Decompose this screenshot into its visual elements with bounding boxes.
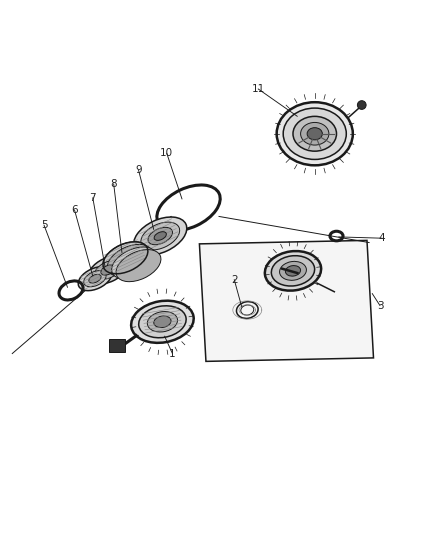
Ellipse shape xyxy=(286,265,300,276)
Text: 4: 4 xyxy=(379,233,385,243)
Text: 1: 1 xyxy=(169,349,176,359)
Ellipse shape xyxy=(307,128,322,140)
Ellipse shape xyxy=(300,123,329,145)
Ellipse shape xyxy=(279,261,307,280)
Ellipse shape xyxy=(103,242,148,274)
Ellipse shape xyxy=(154,316,171,328)
Text: 9: 9 xyxy=(135,165,142,175)
Ellipse shape xyxy=(89,274,101,283)
Ellipse shape xyxy=(283,108,346,159)
Text: 7: 7 xyxy=(89,193,96,203)
Text: 6: 6 xyxy=(71,205,78,215)
Ellipse shape xyxy=(95,261,121,279)
Ellipse shape xyxy=(88,256,127,284)
Ellipse shape xyxy=(131,301,194,343)
Text: 8: 8 xyxy=(110,179,117,189)
Ellipse shape xyxy=(139,306,186,338)
Text: 3: 3 xyxy=(377,301,383,311)
Ellipse shape xyxy=(271,256,314,286)
Ellipse shape xyxy=(84,271,106,287)
Ellipse shape xyxy=(277,102,353,165)
Text: 10: 10 xyxy=(160,148,173,158)
Ellipse shape xyxy=(141,222,180,250)
Text: 2: 2 xyxy=(231,274,237,285)
FancyBboxPatch shape xyxy=(109,339,124,352)
Ellipse shape xyxy=(265,251,321,290)
Text: 11: 11 xyxy=(251,84,265,94)
Ellipse shape xyxy=(112,247,157,279)
Ellipse shape xyxy=(293,116,336,151)
Text: 5: 5 xyxy=(41,220,47,230)
Ellipse shape xyxy=(116,249,161,281)
Circle shape xyxy=(357,101,366,109)
Ellipse shape xyxy=(154,232,166,240)
Ellipse shape xyxy=(134,217,187,255)
Ellipse shape xyxy=(78,266,112,290)
Ellipse shape xyxy=(101,265,115,275)
Ellipse shape xyxy=(147,312,177,332)
Polygon shape xyxy=(199,240,374,361)
Ellipse shape xyxy=(148,228,173,245)
Ellipse shape xyxy=(107,245,152,277)
